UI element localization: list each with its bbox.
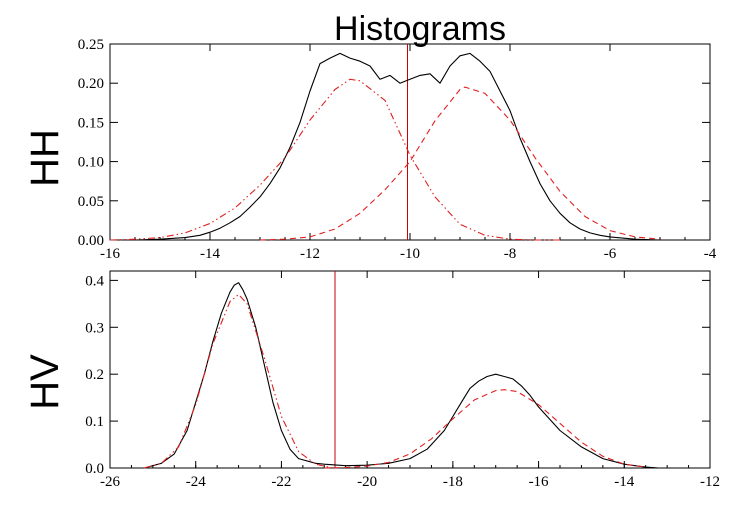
hh-y-tick-label: 0.15 (78, 115, 104, 131)
hh-y-tick-label: 0.05 (78, 194, 104, 210)
hh-x-tick-label: -12 (300, 246, 320, 262)
hh-y-tick-label: 0.10 (78, 155, 104, 171)
hh-plot-frame (109, 43, 711, 241)
hv-panel: HV -26 -24 -22 -20 -18 -16 -14 -12 0.0 0.1 0.2 0.3 0… (23, 270, 720, 490)
figure-title: Histograms (334, 10, 506, 48)
hv-x-tick-label: -16 (529, 474, 549, 490)
hh-x-tick-label: -8 (504, 246, 517, 262)
hv-panel-label: HV (23, 354, 67, 410)
hv-y-tick-label: 0.2 (85, 367, 104, 383)
hv-x-tick-label: -26 (100, 474, 120, 490)
hv-histogram-curve (144, 282, 659, 469)
hv-x-tick-label: -24 (186, 474, 206, 490)
hh-x-tick-label: -6 (604, 246, 617, 262)
hh-y-tick-label: 0.20 (78, 76, 104, 92)
hh-y-tick-label: 0.00 (78, 233, 104, 249)
hh-histogram-curve (134, 52, 661, 241)
hv-x-tick-label: -14 (614, 474, 634, 490)
hv-plot-frame (109, 270, 711, 469)
hv-fit-right-curve (324, 389, 646, 469)
hh-x-tick-label: -16 (100, 246, 120, 262)
hv-y-tick-label: 0.0 (85, 461, 104, 477)
hv-y-tick-label: 0.1 (85, 414, 104, 430)
hh-panel: HH -16 -14 -12 -10 -8 -6 -4 0.00 0.05 0.10 0.15 0.2… (23, 37, 717, 262)
hh-panel-label: HH (23, 129, 67, 187)
hh-fit-right-curve (259, 86, 661, 241)
hv-y-tick-label: 0.4 (85, 273, 104, 289)
hv-x-tick-label: -12 (700, 474, 720, 490)
hh-fit-left-curve (109, 78, 560, 241)
hv-y-tick-label: 0.3 (85, 320, 104, 336)
hh-x-tick-label: -14 (200, 246, 220, 262)
hv-x-tick-label: -22 (271, 474, 291, 490)
hh-x-tick-label: -10 (400, 246, 420, 262)
hv-fit-left-curve (144, 293, 334, 469)
hv-x-tick-label: -20 (357, 474, 377, 490)
hv-x-tick-label: -18 (443, 474, 463, 490)
hh-y-tick-label: 0.25 (78, 37, 104, 53)
hh-x-tick-label: -4 (704, 246, 717, 262)
